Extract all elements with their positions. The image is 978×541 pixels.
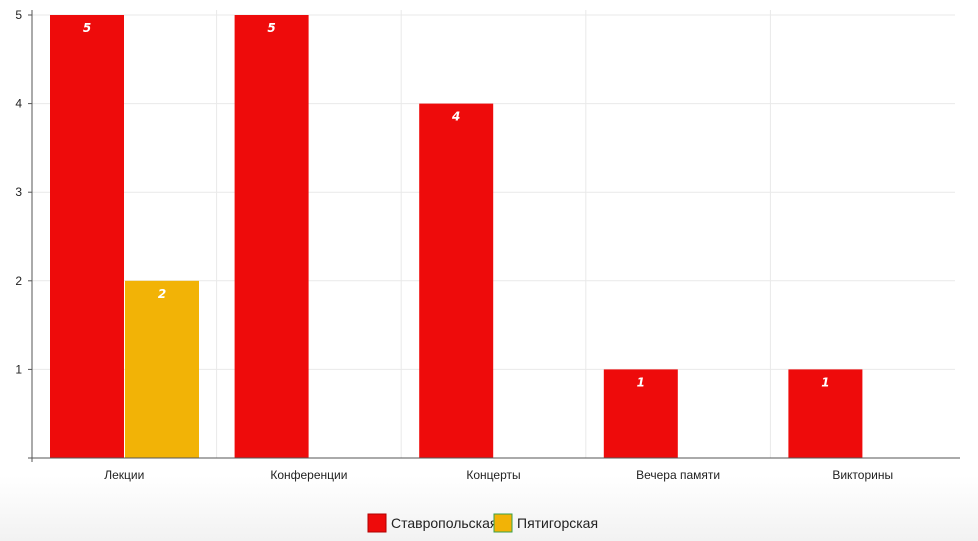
legend-label: Пятигорская [517,515,598,531]
legend-swatch [367,513,387,533]
data-label: 4 [451,110,460,124]
legend-label: Ставропольская [391,515,497,531]
x-tick-label: Викторины [832,468,893,482]
data-label: 2 [158,287,166,301]
bar-stavropolskaya [603,369,678,458]
data-label: 5 [83,21,91,35]
y-tick-label: 1 [15,362,22,376]
y-tick-label: 4 [15,97,22,111]
x-tick-label: Концерты [466,468,520,482]
x-tick-label: Конференции [270,468,347,482]
x-tick-label: Лекции [104,468,144,482]
y-tick-label: 5 [15,8,22,22]
data-label: 1 [637,375,645,389]
bar-pyatigorskaya [125,280,199,458]
legend-swatch [493,513,513,533]
y-tick-label: 2 [15,274,22,288]
bar-stavropolskaya [50,15,124,458]
x-tick-label: Вечера памяти [636,468,720,482]
bar-stavropolskaya [234,15,309,458]
data-label: 5 [267,21,275,35]
y-tick-label: 3 [15,185,22,199]
bar-stavropolskaya [419,103,494,458]
bar-stavropolskaya [788,369,863,458]
data-label: 1 [821,375,829,389]
